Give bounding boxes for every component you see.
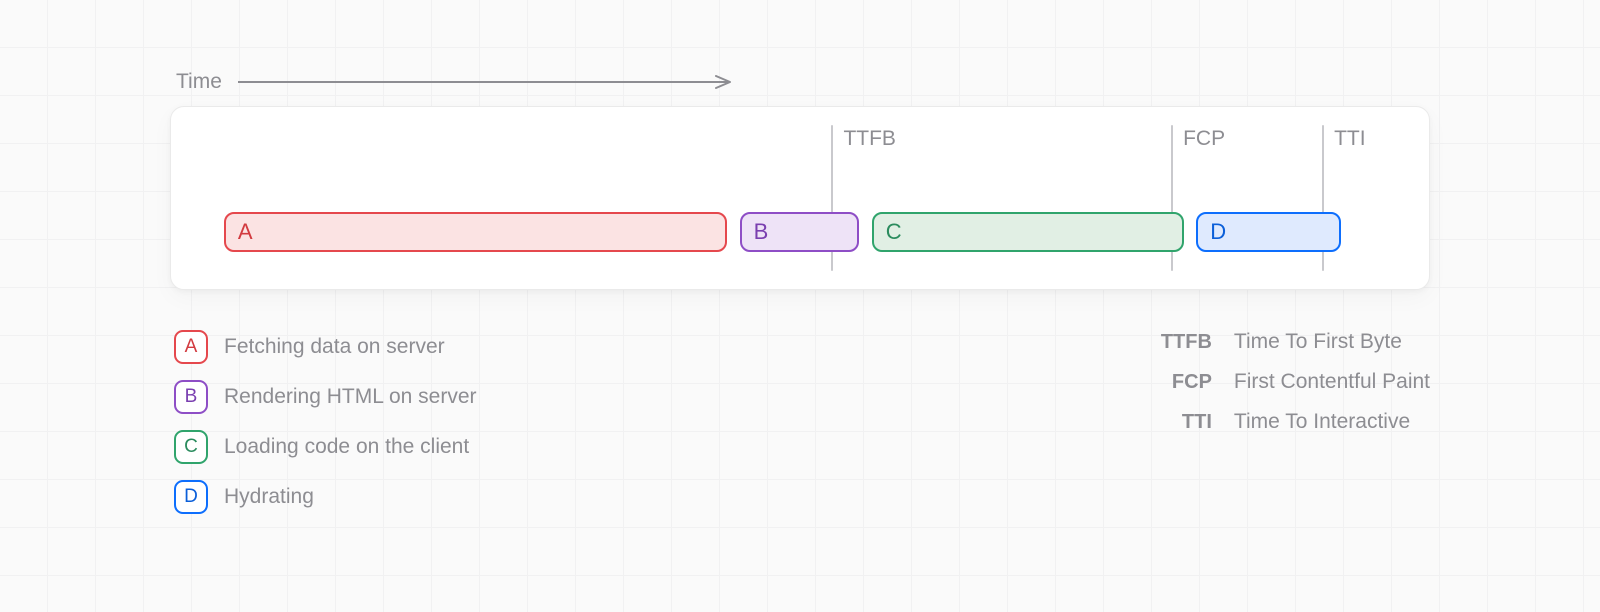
legend-metric-tti: TTI Time To Interactive: [1152, 410, 1430, 434]
legend-chip-letter: A: [185, 336, 198, 358]
legend-metric-fcp: FCP First Contentful Paint: [1152, 370, 1430, 394]
legend-chip-letter: B: [185, 386, 198, 408]
timeline-bar-c: C: [872, 212, 1184, 252]
bar-label: C: [886, 219, 902, 245]
legend-chip: B: [174, 380, 208, 414]
metric-desc: First Contentful Paint: [1234, 370, 1430, 394]
diagram-canvas: Time TTFB FCP TTI A B C D A Fetching data on s…: [170, 70, 1430, 514]
legend-phase-text: Rendering HTML on server: [224, 385, 477, 409]
time-axis: Time: [176, 70, 1430, 94]
metric-desc: Time To Interactive: [1234, 410, 1410, 434]
timeline-card: TTFB FCP TTI A B C D: [170, 106, 1430, 290]
metric-abbr: FCP: [1152, 371, 1212, 394]
legend-phase-text: Loading code on the client: [224, 435, 469, 459]
legend-chip: C: [174, 430, 208, 464]
legend-chip-letter: D: [184, 486, 198, 508]
legend-row: A Fetching data on server B Rendering HTML …: [170, 330, 1430, 514]
legend-phase-text: Fetching data on server: [224, 335, 445, 359]
marker-label: TTI: [1334, 127, 1366, 151]
marker-label: TTFB: [843, 127, 896, 151]
legend-metric-ttfb: TTFB Time To First Byte: [1152, 330, 1430, 354]
legend-phase-c: C Loading code on the client: [174, 430, 477, 464]
legend-phase-b: B Rendering HTML on server: [174, 380, 477, 414]
legend-chip-letter: C: [184, 436, 198, 458]
metric-abbr: TTI: [1152, 411, 1212, 434]
arrow-right-icon: [238, 75, 738, 89]
timeline-bar-b: B: [740, 212, 860, 252]
metric-desc: Time To First Byte: [1234, 330, 1402, 354]
bar-label: B: [754, 219, 769, 245]
legend-phase-a: A Fetching data on server: [174, 330, 477, 364]
legend-phase-text: Hydrating: [224, 485, 314, 509]
timeline-bar-a: A: [224, 212, 727, 252]
bar-label: A: [238, 219, 253, 245]
metric-abbr: TTFB: [1152, 331, 1212, 354]
bar-label: D: [1210, 219, 1226, 245]
timeline-bars: A B C D: [171, 212, 1429, 252]
legend-phases: A Fetching data on server B Rendering HTML …: [174, 330, 477, 514]
legend-chip: A: [174, 330, 208, 364]
legend-chip: D: [174, 480, 208, 514]
legend-phase-d: D Hydrating: [174, 480, 477, 514]
marker-label: FCP: [1183, 127, 1225, 151]
timeline-bar-d: D: [1196, 212, 1341, 252]
legend-metrics: TTFB Time To First Byte FCP First Contentfu…: [1152, 330, 1430, 514]
time-axis-label: Time: [176, 70, 222, 94]
